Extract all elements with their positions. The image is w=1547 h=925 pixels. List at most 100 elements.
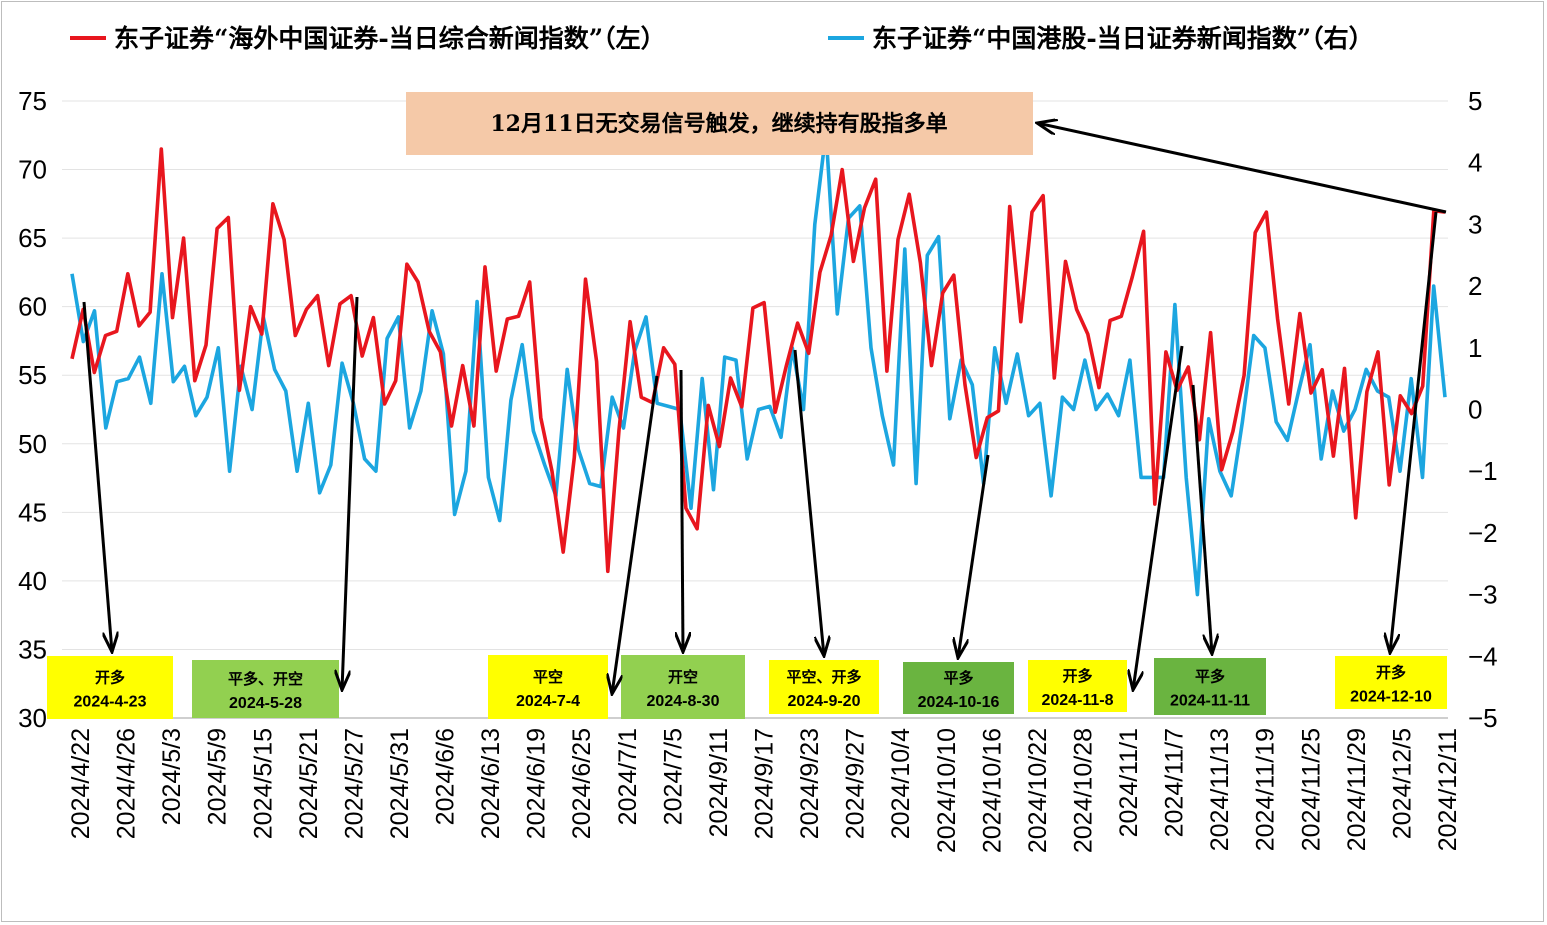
legend-label-series1: 东子证券“海外中国证券-当日综合新闻指数”（左）: [114, 24, 666, 53]
signal-annotations: 开多 2024-4-23 平多、开空 2024-5-28 平空 2024-7-4 开空 202…: [47, 655, 1447, 719]
signal-arrow: [681, 369, 683, 652]
signal-action: 开多: [95, 669, 125, 687]
right-tick-label: 4: [1468, 148, 1482, 178]
x-tick-label: 2024/9/27: [842, 728, 870, 839]
signal-box-bg: [1335, 656, 1447, 709]
signal-action: 平多: [943, 669, 973, 687]
x-tick-label: 2024/10/28: [1069, 728, 1097, 853]
right-axis-ticks: −5 −4 −3 −2 −1 0 1 2 3 4 5: [1468, 86, 1498, 733]
signal-box-bg: [488, 655, 608, 719]
x-tick-label: 2024/5/27: [340, 728, 368, 839]
x-tick-label: 2024/5/3: [158, 728, 186, 825]
signal-box-bg: [769, 660, 879, 714]
x-tick-label: 2024/6/13: [477, 728, 505, 839]
signal-box: 平多、开空 2024-5-28: [192, 660, 339, 718]
left-tick-label: 70: [18, 155, 47, 185]
signal-date: 2024-10-16: [918, 694, 1000, 711]
signal-box-bg: [47, 656, 173, 719]
legend: 东子证券“海外中国证券-当日综合新闻指数”（左） 东子证券“中国港股-当日证券新…: [70, 24, 1374, 53]
x-tick-label: 2024/10/16: [978, 728, 1006, 853]
signal-date: 2024-5-28: [229, 695, 302, 712]
signal-box: 开空 2024-8-30: [621, 655, 745, 719]
legend-label-series2: 东子证券“中国港股-当日证券新闻指数”（右）: [872, 24, 1374, 53]
right-tick-label: 5: [1468, 86, 1482, 116]
series2-line: [70, 130, 1447, 597]
left-tick-label: 45: [18, 497, 47, 527]
left-tick-label: 75: [18, 86, 47, 116]
x-tick-label: 2024/4/22: [67, 728, 95, 839]
left-tick-label: 60: [18, 292, 47, 322]
signal-box: 平多 2024-11-11: [1154, 658, 1266, 715]
signal-action: 平多、开空: [228, 670, 303, 688]
signal-box-bg: [1154, 658, 1266, 715]
signal-arrow: [1133, 345, 1184, 690]
signal-box: 平空、开多 2024-9-20: [769, 660, 879, 714]
signal-date: 2024-11-8: [1041, 692, 1113, 709]
x-tick-label: 2024/11/29: [1343, 728, 1371, 851]
note-text: 12月11日无交易信号触发，继续持有股指多单: [490, 111, 947, 137]
x-tick-label: 2024/5/31: [386, 728, 414, 839]
signal-box: 开多 2024-11-8: [1028, 660, 1127, 712]
x-tick-label: 2024/5/9: [204, 728, 232, 825]
x-tick-label: 2024/9/11: [705, 728, 733, 837]
signal-action: 平空、开多: [786, 668, 861, 686]
x-tick-label: 2024/12/5: [1388, 728, 1416, 839]
right-tick-label: 2: [1468, 271, 1482, 301]
left-tick-label: 30: [18, 703, 47, 733]
left-tick-label: 50: [18, 429, 47, 459]
x-tick-label: 2024/10/22: [1024, 728, 1052, 853]
x-tick-label: 2024/12/11: [1434, 728, 1462, 851]
signal-box-bg: [621, 655, 745, 719]
x-axis-ticks: 2024/4/22 2024/4/26 2024/5/3 2024/5/9 2024/5…: [67, 728, 1462, 853]
signal-arrow: [1191, 384, 1212, 654]
x-tick-label: 2024/9/17: [751, 728, 779, 839]
signal-box-bg: [192, 660, 339, 718]
left-tick-label: 40: [18, 566, 47, 596]
signal-action: 平空: [533, 668, 563, 686]
signal-action: 平多: [1195, 668, 1225, 686]
left-tick-label: 35: [18, 634, 47, 664]
signal-arrow: [958, 454, 990, 658]
x-tick-label: 2024/10/4: [887, 728, 915, 839]
right-tick-label: −3: [1468, 580, 1498, 610]
x-tick-label: 2024/7/5: [659, 728, 687, 825]
left-tick-label: 65: [18, 223, 47, 253]
series-lines: [70, 130, 1447, 597]
signal-date: 2024-11-11: [1170, 693, 1250, 710]
signal-box-bg: [903, 662, 1014, 714]
signal-arrows: [82, 123, 1447, 694]
signal-action: 开多: [1062, 667, 1092, 685]
signal-date: 2024-7-4: [516, 693, 580, 710]
right-tick-label: −1: [1468, 456, 1498, 486]
signal-arrow: [793, 349, 824, 656]
x-tick-label: 2024/5/15: [249, 728, 277, 839]
right-tick-label: −5: [1468, 703, 1498, 733]
x-tick-label: 2024/5/21: [295, 728, 323, 839]
x-tick-label: 2024/6/19: [523, 728, 551, 839]
signal-date: 2024-9-20: [788, 693, 861, 710]
signal-arrow: [1390, 211, 1438, 653]
right-tick-label: −4: [1468, 641, 1498, 671]
right-tick-label: 0: [1468, 395, 1482, 425]
left-tick-label: 55: [18, 360, 47, 390]
signal-date: 2024-4-23: [74, 694, 147, 711]
signal-date: 2024-8-30: [647, 693, 720, 710]
note-background: [406, 92, 1033, 155]
x-tick-label: 2024/10/10: [933, 728, 961, 853]
signal-box: 开多 2024-4-23: [47, 656, 173, 719]
signal-action: 开空: [668, 668, 698, 686]
x-tick-label: 2024/11/19: [1252, 728, 1280, 851]
left-axis-ticks: 30 35 40 45 50 55 60 65 70 75: [18, 86, 47, 733]
signal-box: 平空 2024-7-4: [488, 655, 608, 719]
signal-arrow: [1037, 123, 1447, 214]
right-tick-label: −2: [1468, 518, 1498, 548]
signal-arrow: [82, 301, 112, 652]
x-tick-label: 2024/4/26: [113, 728, 141, 839]
gridlines: [62, 100, 1448, 650]
x-tick-label: 2024/11/13: [1206, 728, 1234, 851]
signal-action: 开多: [1376, 664, 1406, 682]
x-tick-label: 2024/7/1: [614, 728, 642, 825]
signal-box-bg: [1028, 660, 1127, 712]
